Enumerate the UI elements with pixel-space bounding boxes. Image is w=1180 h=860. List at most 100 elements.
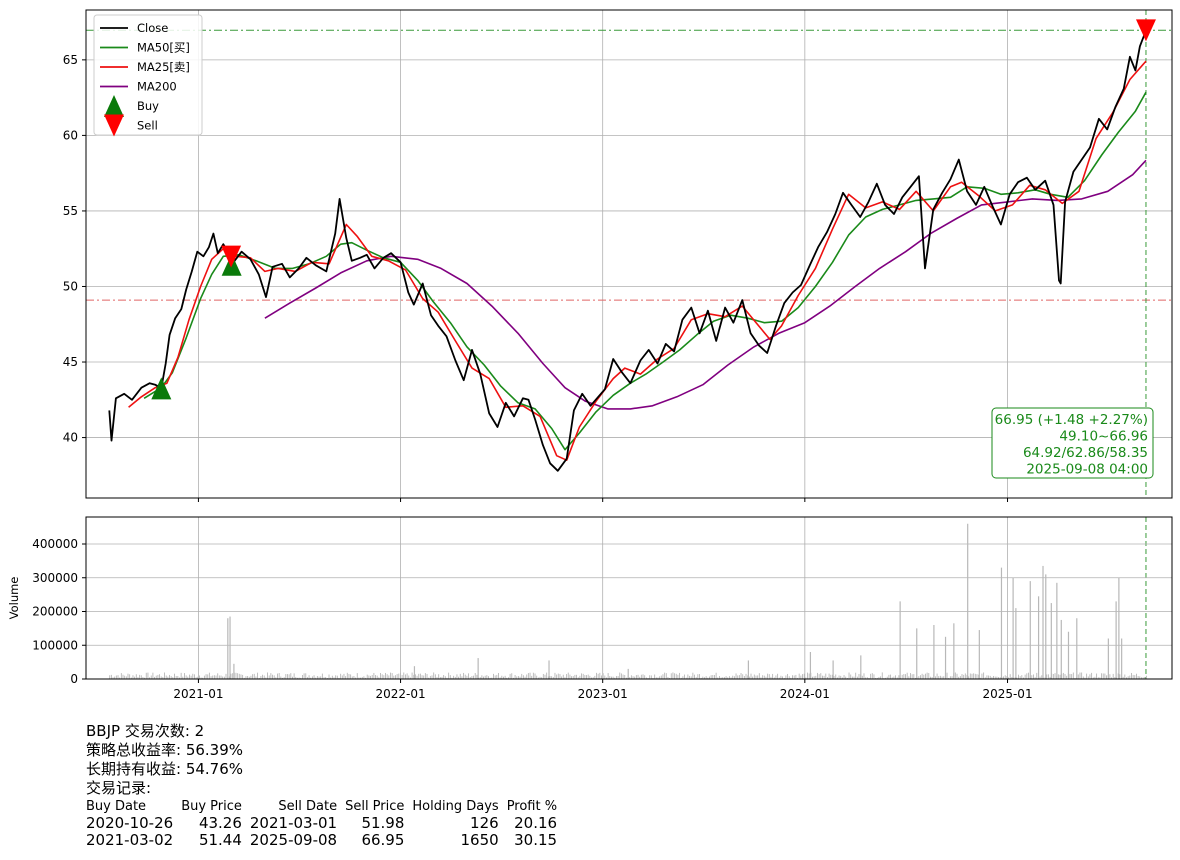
volume-bar <box>439 677 441 679</box>
volume-bar <box>833 676 835 679</box>
legend-label: MA50[买] <box>137 41 190 55</box>
volume-bar <box>881 672 883 679</box>
volume-bar <box>255 676 257 679</box>
volume-bar <box>858 673 860 679</box>
volume-bar <box>1029 581 1031 679</box>
volume-bar <box>993 675 995 679</box>
volume-bar <box>1124 674 1126 679</box>
volume-bar <box>227 618 229 679</box>
volume-bar <box>918 676 920 679</box>
legend-buy-icon <box>104 95 124 117</box>
volume-bar <box>1054 673 1056 679</box>
table-row: 2020-10-26 43.26 2021-03-01 51.98 126 20… <box>86 815 561 832</box>
volume-bar <box>718 676 720 679</box>
volume-bar <box>426 673 428 679</box>
volume-bar <box>728 676 730 679</box>
volume-bar <box>517 676 519 679</box>
volume-bar <box>755 675 757 679</box>
volume-bar <box>1115 601 1117 679</box>
volume-bar <box>984 677 986 679</box>
volume-bar <box>692 672 694 679</box>
volume-bar <box>376 675 378 679</box>
volume-bar <box>1060 619 1062 679</box>
volume-bar <box>1064 673 1066 679</box>
volume-bar <box>522 675 524 679</box>
volume-bar <box>1139 676 1141 679</box>
volume-bar <box>375 675 376 679</box>
volume-bar <box>732 675 734 679</box>
volume-bar <box>1077 674 1079 679</box>
volume-bar <box>996 676 998 679</box>
trade-records-table: Buy Date Buy Price Sell Date Sell Price … <box>86 798 561 849</box>
volume-bar <box>722 677 724 679</box>
volume-bar <box>243 677 245 679</box>
volume-bar <box>233 663 235 679</box>
volume-bar <box>989 675 991 679</box>
volume-bar <box>144 677 146 679</box>
volume-bar <box>913 674 915 679</box>
volume-bar <box>356 673 358 679</box>
volume-bar <box>129 674 131 679</box>
volume-bar <box>838 675 840 679</box>
volume-bar <box>961 674 963 679</box>
volume-bar <box>170 676 172 679</box>
volume-bar <box>225 673 227 679</box>
legend-label: Buy <box>137 99 159 113</box>
volume-bar <box>1042 565 1044 679</box>
trade-count-line: BBJP 交易次数: 2 <box>86 722 205 740</box>
info-box-frame <box>991 407 1154 479</box>
volume-bar <box>189 674 190 679</box>
volume-bar <box>865 677 867 679</box>
volume-bar <box>310 677 312 679</box>
volume-bar <box>978 630 980 679</box>
volume-bar <box>293 673 295 679</box>
volume-bar <box>817 672 818 679</box>
volume-bar <box>620 673 622 679</box>
volume-bar <box>911 674 913 679</box>
volume-bar <box>1024 674 1026 679</box>
volume-bar <box>586 675 587 679</box>
volume-bar <box>1037 596 1040 679</box>
volume-bar <box>473 675 475 679</box>
volume-bar <box>275 677 277 679</box>
volume-bar <box>611 676 612 679</box>
volume-bar <box>205 674 207 679</box>
volume-bar <box>539 676 541 679</box>
volume-bar <box>690 676 692 679</box>
volume-bar <box>1031 675 1033 679</box>
volume-bar <box>923 674 925 679</box>
volume-bar <box>802 674 803 679</box>
volume-bar <box>469 676 471 679</box>
volume-bar <box>602 673 604 679</box>
volume-bar <box>971 673 973 679</box>
volume-bar <box>498 672 499 679</box>
volume-bar <box>581 673 582 679</box>
buy-date-cell: 2020-10-26 <box>86 814 174 832</box>
volume-bar <box>1137 676 1139 679</box>
volume-bar <box>434 674 436 679</box>
volume-bar <box>592 677 594 679</box>
volume-bar <box>660 675 662 679</box>
volume-bar <box>921 673 923 679</box>
xtick-label: 2024-01 <box>780 687 830 701</box>
volume-bar <box>160 676 162 679</box>
volume-bar <box>507 677 509 679</box>
volume-bar <box>812 676 813 679</box>
volume-bar <box>929 676 931 679</box>
volume-bar <box>1107 638 1109 679</box>
volume-bar <box>807 672 808 679</box>
volume-bar <box>647 677 649 679</box>
volume-bar <box>998 677 1000 679</box>
volume-bar <box>401 674 403 679</box>
volume-bar <box>704 677 705 679</box>
volume-bar <box>953 623 955 679</box>
volume-bar <box>134 676 136 679</box>
volume-bar <box>700 677 702 679</box>
volume-ytick-label: 100000 <box>32 638 78 652</box>
col-sell-date: Sell Date <box>278 799 338 814</box>
volume-bar <box>318 676 320 679</box>
volume-bar <box>192 673 194 679</box>
volume-bar <box>448 672 450 679</box>
col-profit: Profit % <box>506 799 558 814</box>
volume-bar <box>503 676 504 679</box>
